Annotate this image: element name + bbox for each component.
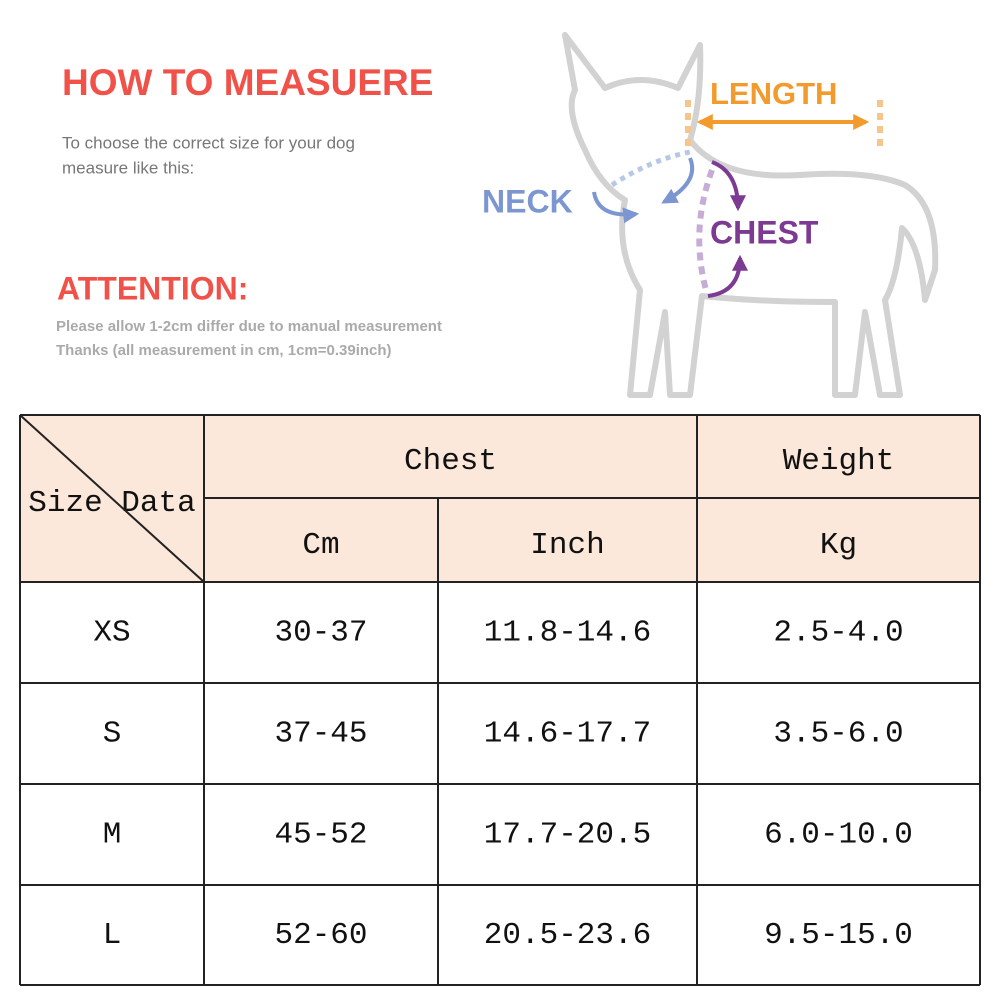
group-header: Weight [783, 444, 895, 479]
unit-header: Kg [820, 528, 857, 563]
table-cell: 11.8-14.6 [484, 616, 651, 651]
chest-arrow [707, 254, 748, 298]
chest-label: CHEST [710, 214, 819, 250]
attention-notes: Please allow 1-2cm differ due to manual … [56, 318, 442, 359]
unit-header: Cm [302, 528, 339, 563]
neck-arrow [592, 191, 640, 224]
dog-diagram: LENGTH NECK CHEST [482, 32, 939, 398]
table-cell: 3.5-6.0 [773, 717, 903, 752]
table-cell: 30-37 [274, 616, 367, 651]
instruction-line: To choose the correct size for your dog [62, 133, 355, 152]
corner-label: Size Data [28, 486, 195, 521]
table-cell: M [103, 818, 122, 853]
attention-line: Please allow 1-2cm differ due to manual … [56, 318, 442, 335]
table-cell: 2.5-4.0 [773, 616, 903, 651]
size-table: Size Data Chest Weight Cm Inch Kg XS 30-37 11.8-… [19, 414, 981, 986]
attention-line: Thanks (all measurement in cm, 1cm=0.39i… [56, 342, 392, 359]
group-header: Chest [404, 444, 497, 479]
table-cell: XS [93, 616, 130, 651]
table-cell: S [103, 717, 122, 752]
chest-guide [696, 168, 715, 291]
instruction-line: measure like this: [62, 158, 194, 177]
chest-arrow [711, 160, 746, 212]
table-cell: 45-52 [274, 818, 367, 853]
table-cell: 52-60 [274, 918, 367, 953]
neck-arrow [661, 157, 695, 204]
table-cell: 9.5-15.0 [764, 918, 913, 953]
length-label: LENGTH [710, 76, 837, 111]
title: HOW TO MEASUERE [62, 62, 433, 103]
neck-guide [610, 149, 691, 188]
table-cell: 17.7-20.5 [484, 818, 651, 853]
attention-title: ATTENTION: [57, 270, 248, 306]
neck-label: NECK [482, 183, 573, 219]
table-cell: L [103, 918, 122, 953]
unit-header: Inch [530, 528, 604, 563]
corner-diagonal [19, 414, 205, 583]
table-cell: 6.0-10.0 [764, 818, 913, 853]
table-cell: 20.5-23.6 [484, 918, 651, 953]
table-cell: 37-45 [274, 717, 367, 752]
table-cell: 14.6-17.7 [484, 717, 651, 752]
